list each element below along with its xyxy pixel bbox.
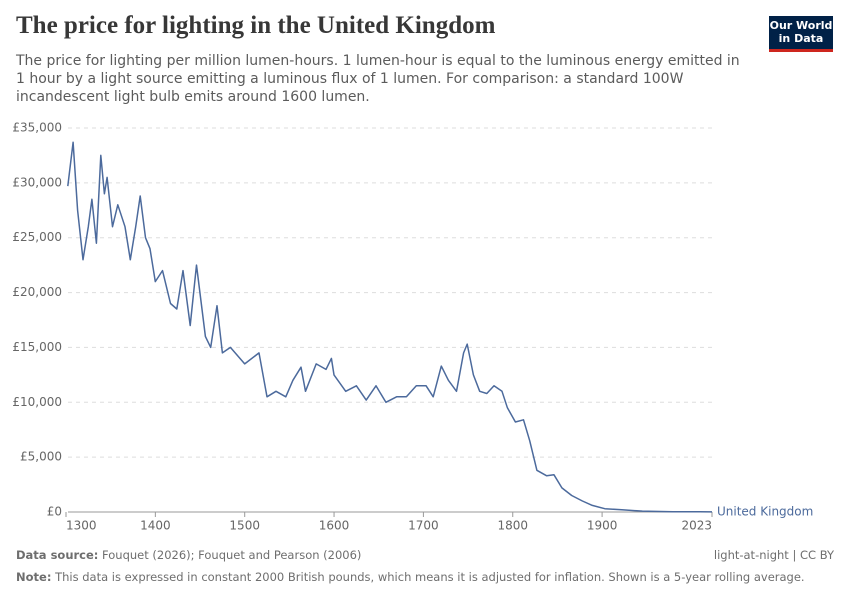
- y-tick-label: £5,000: [20, 450, 62, 464]
- chart-subtitle: The price for lighting per million lumen…: [16, 53, 740, 105]
- y-tick-label: £20,000: [12, 285, 62, 299]
- y-tick-label: £10,000: [12, 395, 62, 409]
- y-tick-label: £15,000: [12, 340, 62, 354]
- y-tick-label: £25,000: [12, 230, 62, 244]
- x-tick-label: 1600: [319, 519, 350, 533]
- x-tick-label: 2023: [681, 519, 712, 533]
- x-tick-label: 1800: [497, 519, 528, 533]
- logo[interactable]: Our World in Data: [769, 16, 833, 52]
- y-tick-label: £35,000: [12, 121, 62, 135]
- license: light-at-night | CC BY: [713, 548, 834, 562]
- source: Data source: Fouquet (2026); Fouquet and…: [16, 548, 361, 562]
- note-label: Note:: [16, 570, 52, 584]
- logo-text: Our World: [769, 19, 833, 32]
- x-tick-label: 1400: [140, 519, 171, 533]
- note: Note: This data is expressed in constant…: [16, 570, 805, 584]
- x-tick-label: 1300: [66, 519, 97, 533]
- x-tick-label: 1500: [229, 519, 260, 533]
- series-label: United Kingdom: [717, 504, 813, 518]
- x-tick-label: 1900: [587, 519, 618, 533]
- y-tick-label: £0: [47, 505, 62, 519]
- y-tick-label: £30,000: [12, 175, 62, 189]
- logo-text: in Data: [778, 32, 824, 45]
- note-text: This data is expressed in constant 2000 …: [55, 570, 805, 584]
- chart-title: The price for lighting in the United Kin…: [16, 12, 496, 39]
- source-label: Data source:: [16, 548, 99, 562]
- series-line: [67, 141, 713, 513]
- source-text: Fouquet (2026); Fouquet and Pearson (200…: [102, 548, 362, 562]
- x-tick-label: 1700: [408, 519, 439, 533]
